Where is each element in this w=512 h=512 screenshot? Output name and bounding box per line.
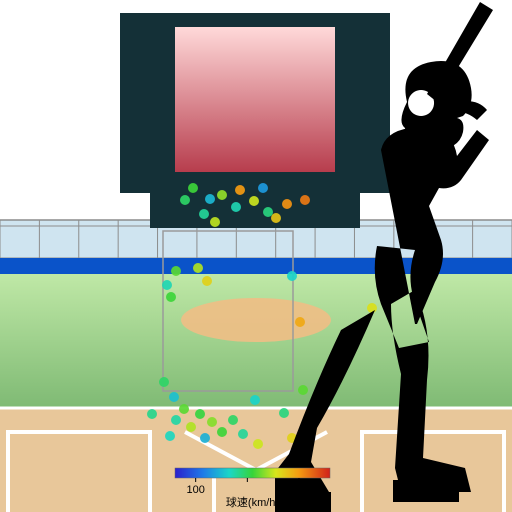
pitch-point	[195, 409, 205, 419]
pitch-point	[205, 194, 215, 204]
pitch-point	[300, 195, 310, 205]
pitch-point	[271, 213, 281, 223]
pitch-point	[159, 377, 169, 387]
scoreboard	[120, 13, 390, 228]
pitch-point	[249, 196, 259, 206]
pitch-point	[210, 217, 220, 227]
pitch-point	[217, 190, 227, 200]
pitch-point	[202, 276, 212, 286]
pitch-point	[186, 422, 196, 432]
pitch-point	[253, 439, 263, 449]
pitch-point	[188, 183, 198, 193]
pitch-point	[179, 404, 189, 414]
pitch-point	[235, 185, 245, 195]
pitch-point	[231, 202, 241, 212]
pitch-point	[238, 429, 248, 439]
pitch-point	[250, 395, 260, 405]
pitch-point	[279, 408, 289, 418]
pitch-point	[180, 195, 190, 205]
pitch-point	[162, 280, 172, 290]
pitch-point	[228, 415, 238, 425]
pitch-point	[367, 303, 377, 313]
pitch-point	[200, 433, 210, 443]
pitch-point	[147, 409, 157, 419]
pitch-point	[199, 209, 209, 219]
pitch-point	[263, 207, 273, 217]
pitch-point	[207, 417, 217, 427]
pitch-point	[171, 266, 181, 276]
pitch-point	[258, 183, 268, 193]
pitch-point	[298, 385, 308, 395]
pitch-point	[287, 271, 297, 281]
pitch-point	[295, 317, 305, 327]
pitch-point	[169, 392, 179, 402]
pitch-point	[282, 199, 292, 209]
pitch-location-chart: 100 150 球速(km/h)	[0, 0, 512, 512]
pitch-point	[217, 427, 227, 437]
legend-tick-100: 100	[186, 484, 204, 496]
pitch-point	[193, 263, 203, 273]
pitch-point	[165, 431, 175, 441]
pitch-point	[171, 415, 181, 425]
pitch-point	[166, 292, 176, 302]
legend-tick-150: 150	[290, 484, 308, 496]
legend-title: 球速(km/h)	[226, 495, 279, 509]
